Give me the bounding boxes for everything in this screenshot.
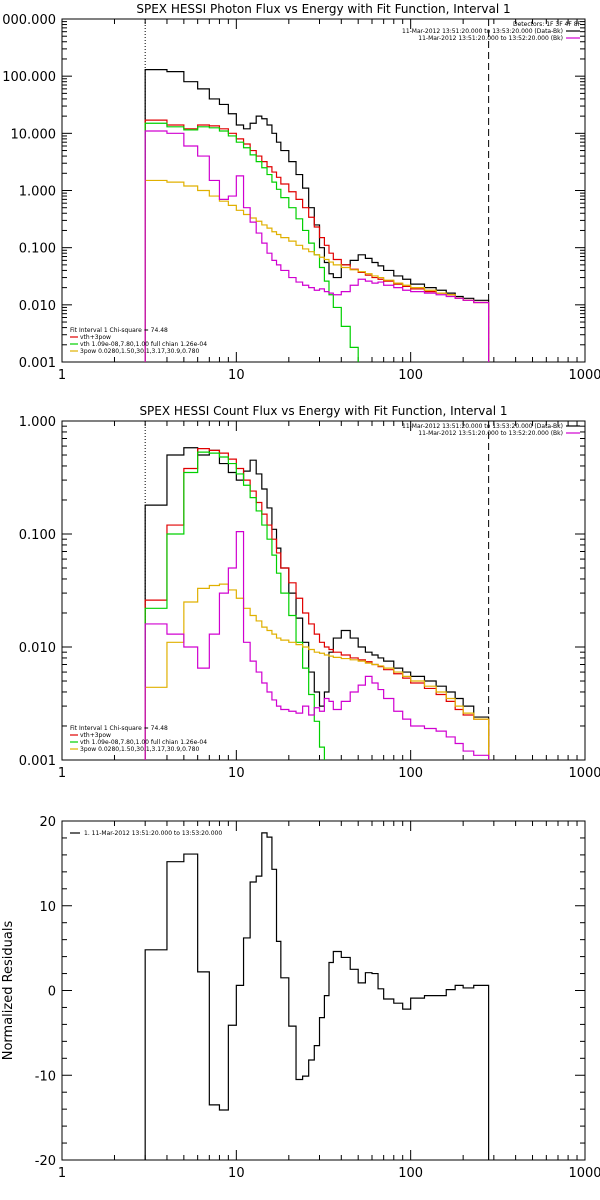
y-tick-label: 0.100 xyxy=(19,242,56,257)
x-tick-label: 1000 xyxy=(568,1166,600,1181)
legend-entry-label: vth 1.09e-08,7.80,1.00 full chian 1.26e-… xyxy=(80,739,207,746)
series-line xyxy=(144,531,490,760)
series-group xyxy=(144,447,490,760)
series-line xyxy=(144,447,490,760)
y-tick-label: 10 xyxy=(39,900,56,915)
y-tick-label: 0.001 xyxy=(19,356,56,371)
chart-panel-2: SPEX HESSI Count Flux vs Energy with Fit… xyxy=(19,404,600,781)
plot-frame xyxy=(61,420,586,761)
series-group xyxy=(144,832,490,1160)
y-tick-label: 1.000 xyxy=(19,415,56,430)
legend-entry-label: vth+3pow xyxy=(80,334,111,341)
y-tick-label: 000.000 xyxy=(2,13,56,28)
chart-panel-1: SPEX HESSI Photon Flux vs Energy with Fi… xyxy=(2,2,600,383)
legend-entry-label: 1. 11-Mar-2012 13:51:20.000 to 13:53:20.… xyxy=(84,830,222,837)
x-tick-label: 1000 xyxy=(568,766,600,781)
legend-entry-label: 3pow 0.0280,1.50,30.1,3.17,30.9,0.780 xyxy=(80,348,199,355)
plot-frame xyxy=(61,18,586,363)
y-tick-label: -20 xyxy=(35,1154,56,1169)
legend-entry-label: 11-Mar-2012 13:51:20.000 to 13:52:20.000… xyxy=(418,35,563,42)
x-tick-label: 1 xyxy=(58,766,66,781)
x-tick-label: 10 xyxy=(228,1166,245,1181)
series-line xyxy=(144,832,490,1160)
series-line xyxy=(144,130,490,362)
y-tick-label: 0.010 xyxy=(19,641,56,656)
series-line xyxy=(144,451,330,760)
y-tick-label: 100.000 xyxy=(2,70,56,85)
y-axis-label: Normalized Residuals xyxy=(1,921,16,1061)
x-tick-label: 1000 xyxy=(568,368,600,383)
x-tick-label: 10 xyxy=(228,766,245,781)
legend-heading: Fit Interval 1 Chi-square = 74.48 xyxy=(70,327,168,334)
y-tick-label: -10 xyxy=(35,1069,56,1084)
y-tick-label: 10.000 xyxy=(11,127,57,142)
y-tick-label: 0.001 xyxy=(19,754,56,769)
legend-heading: Fit Interval 1 Chi-square = 74.48 xyxy=(70,725,168,732)
legend-entry-label: vth+3pow xyxy=(80,732,111,739)
legend-entry-label: 11-Mar-2012 13:51:20.000 to 13:53:20.000… xyxy=(402,28,563,35)
y-tick-label: 1.000 xyxy=(19,185,56,200)
y-tick-label: 0.100 xyxy=(19,528,56,543)
x-tick-label: 1 xyxy=(58,1166,66,1181)
x-tick-label: 1 xyxy=(58,368,66,383)
series-line xyxy=(144,122,373,362)
chart-title: SPEX HESSI Count Flux vs Energy with Fit… xyxy=(139,404,507,418)
legend-entry-label: 11-Mar-2012 13:51:20.000 to 13:53:20.000… xyxy=(402,423,563,430)
legend-heading: Detectors: 1F 3F 4F 8F xyxy=(513,21,582,28)
series-line xyxy=(144,447,490,760)
y-tick-label: 20 xyxy=(39,815,56,830)
series-line xyxy=(144,119,490,362)
x-tick-label: 10 xyxy=(228,368,245,383)
plot-frame xyxy=(61,820,586,1161)
legend-entry-label: vth 1.09e-08,7.80,1.00 full chian 1.26e-… xyxy=(80,341,207,348)
series-group xyxy=(144,69,490,362)
series-line xyxy=(144,69,490,362)
x-tick-label: 100 xyxy=(398,766,423,781)
series-line xyxy=(144,583,490,760)
chart-title: SPEX HESSI Photon Flux vs Energy with Fi… xyxy=(136,2,510,16)
legend-entry-label: 11-Mar-2012 13:51:20.000 to 13:52:20.000… xyxy=(418,430,563,437)
x-tick-label: 100 xyxy=(398,368,423,383)
x-tick-label: 100 xyxy=(398,1166,423,1181)
series-line xyxy=(144,179,490,362)
y-tick-label: 0 xyxy=(48,985,56,1000)
legend-entry-label: 3pow 0.0280,1.50,30.1,3.17,30.9,0.780 xyxy=(80,746,199,753)
y-tick-label: 0.010 xyxy=(19,299,56,314)
